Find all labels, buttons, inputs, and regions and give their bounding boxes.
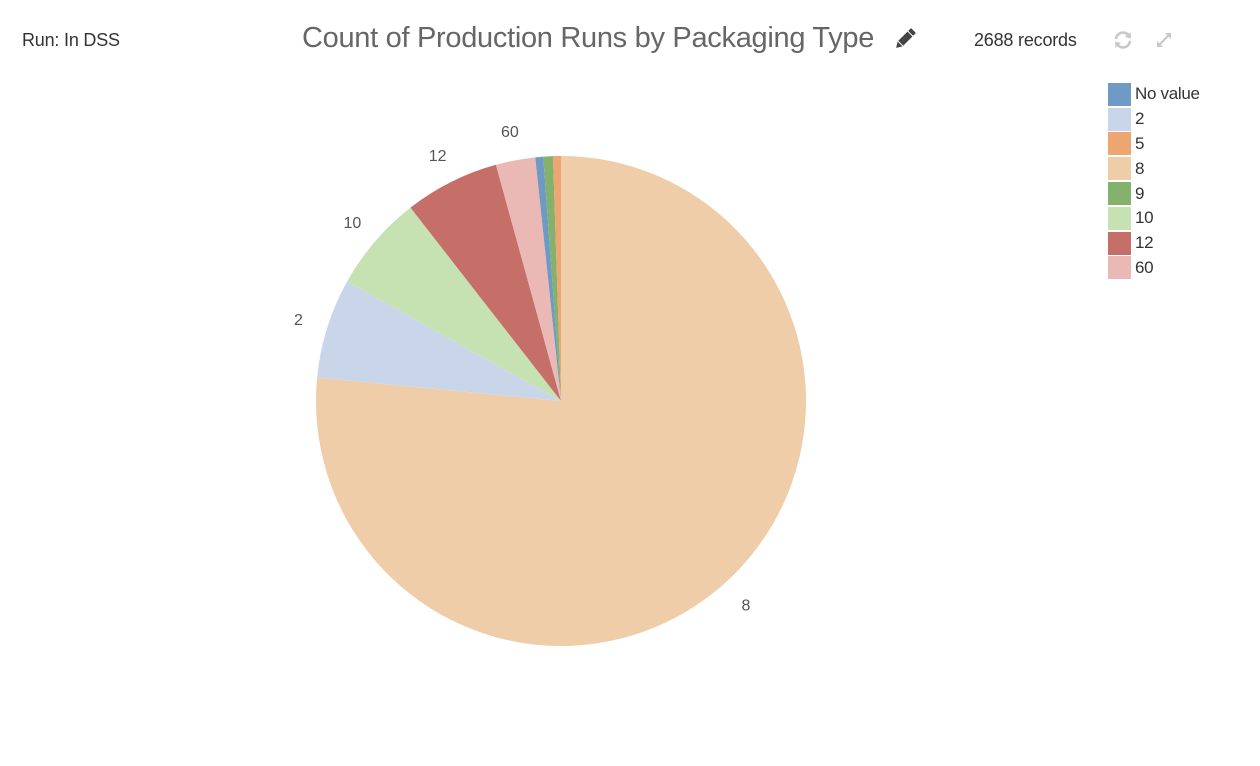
refresh-icon[interactable] <box>1112 29 1134 51</box>
legend-item-5[interactable]: 5 <box>1108 132 1200 157</box>
chart-title: Count of Production Runs by Packaging Ty… <box>302 22 875 54</box>
legend-item-no-value[interactable]: No value <box>1108 82 1200 107</box>
chart-title-container: Count of Production Runs by Packaging Ty… <box>302 22 918 55</box>
legend-label: 2 <box>1135 109 1145 129</box>
legend-label: 12 <box>1135 233 1154 253</box>
chart-legend: No value 2 5 8 9 10 12 60 <box>1108 82 1200 280</box>
legend-item-60[interactable]: 60 <box>1108 256 1200 281</box>
pie-slice-9[interactable] <box>543 156 561 401</box>
pie-slice-5[interactable] <box>552 156 561 401</box>
legend-swatch <box>1108 82 1131 106</box>
records-count: 2688 records <box>974 30 1077 50</box>
legend-item-2[interactable]: 2 <box>1108 107 1200 132</box>
legend-label: 5 <box>1135 133 1145 153</box>
legend-label: No value <box>1135 84 1200 104</box>
pie-slice-60[interactable] <box>495 157 561 401</box>
legend-swatch <box>1108 107 1131 131</box>
pie-slice-no-value[interactable] <box>535 156 561 401</box>
legend-label: 10 <box>1135 208 1154 228</box>
pie-slice-10[interactable] <box>347 207 561 401</box>
legend-label: 8 <box>1135 158 1145 178</box>
legend-item-12[interactable]: 12 <box>1108 231 1200 256</box>
legend-swatch <box>1108 256 1131 280</box>
slice-label: 60 <box>501 124 519 141</box>
legend-swatch <box>1108 132 1131 156</box>
legend-swatch <box>1108 157 1131 181</box>
legend-swatch <box>1108 182 1131 206</box>
slice-label: 12 <box>429 148 447 165</box>
run-label: Run: In DSS <box>22 30 120 50</box>
legend-swatch <box>1108 231 1131 255</box>
pencil-icon[interactable] <box>892 26 918 52</box>
legend-label: 9 <box>1135 183 1145 203</box>
legend-item-10[interactable]: 10 <box>1108 206 1200 231</box>
legend-item-9[interactable]: 9 <box>1108 181 1200 206</box>
legend-item-8[interactable]: 8 <box>1108 156 1200 181</box>
expand-icon[interactable] <box>1153 29 1175 51</box>
pie-slice-12[interactable] <box>410 164 561 401</box>
slice-label: 8 <box>741 598 750 615</box>
legend-swatch <box>1108 206 1131 230</box>
slice-label: 2 <box>294 312 303 329</box>
pie-slice-2[interactable] <box>317 281 561 401</box>
legend-label: 60 <box>1135 257 1154 277</box>
slice-label: 10 <box>343 215 361 232</box>
